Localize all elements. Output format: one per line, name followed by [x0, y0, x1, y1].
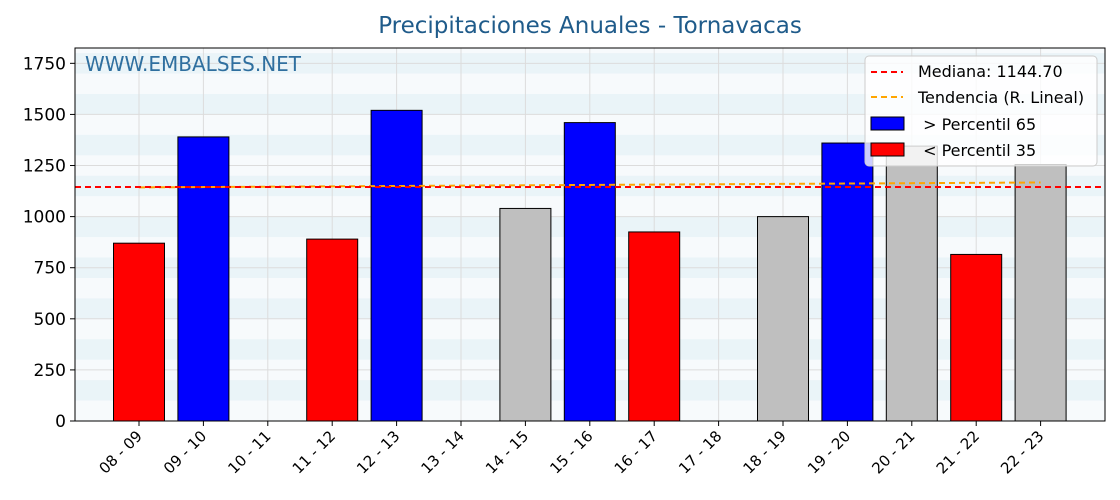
- bar-09-10: [177, 136, 230, 422]
- y-tick-label: 0: [55, 412, 66, 432]
- legend-high-label: > Percentil 65: [918, 115, 1036, 134]
- bar-19-20: [821, 142, 874, 422]
- x-tick-label: 14 - 15: [482, 427, 532, 477]
- bar-20-21: [885, 145, 938, 422]
- bar-11-12: [306, 238, 359, 422]
- x-tick-label: 13 - 14: [418, 427, 468, 477]
- bar-12-13: [370, 109, 423, 422]
- legend-low-label: < Percentil 35: [918, 141, 1036, 160]
- x-tick-label: 08 - 09: [96, 427, 146, 477]
- watermark: WWW.EMBALSES.NET: [85, 52, 302, 76]
- x-tick-label: 11 - 12: [289, 427, 339, 477]
- bar-08-09: [113, 242, 165, 422]
- x-tick-label: 16 - 17: [611, 427, 661, 477]
- x-tick-label: 22 - 23: [997, 427, 1047, 477]
- y-tick-label: 1000: [23, 208, 66, 228]
- legend-box: [864, 55, 1098, 167]
- bar-14-15: [499, 207, 552, 422]
- reference-lines: [75, 181, 1105, 189]
- x-tick-label: 12 - 13: [353, 427, 403, 477]
- legend-trend-label: Tendencia (R. Lineal): [917, 88, 1084, 107]
- x-tick-label: 20 - 21: [868, 427, 918, 477]
- bar-22-23: [1014, 163, 1067, 422]
- y-tick-label: 1250: [23, 157, 66, 177]
- y-tick-label: 750: [34, 259, 66, 279]
- x-axis: 08 - 09 09 - 10 10 - 11 11 - 12 12 - 13 13 - …: [96, 421, 1047, 477]
- x-tick-label: 15 - 16: [546, 427, 596, 477]
- x-tick-label: 21 - 22: [933, 427, 983, 477]
- y-tick-label: 500: [34, 310, 66, 330]
- chart-title: Precipitaciones Anuales - Tornavacas: [378, 13, 802, 39]
- x-tick-label: 10 - 11: [224, 427, 274, 477]
- legend-median-label: Mediana: 1144.70: [918, 62, 1063, 81]
- legend-low-swatch: [870, 142, 905, 157]
- bar-18-19: [757, 216, 809, 422]
- bar-15-16: [563, 122, 616, 422]
- y-tick-label: 250: [34, 361, 66, 381]
- bars: [113, 109, 1067, 422]
- y-tick-label: 1500: [23, 105, 66, 125]
- bar-21-22: [950, 253, 1003, 422]
- y-tick-label: 1750: [23, 54, 66, 74]
- legend-high-swatch: [870, 116, 905, 131]
- bar-16-17: [628, 231, 681, 422]
- legend: Mediana: 1144.70 Tendencia (R. Lineal) >…: [864, 55, 1098, 167]
- y-axis: 0 250 500 750 1000 1250 1500 1750: [23, 54, 75, 432]
- x-tick-label: 18 - 19: [740, 427, 790, 477]
- x-tick-label: 19 - 20: [804, 427, 854, 477]
- x-tick-label: 17 - 18: [675, 427, 725, 477]
- x-tick-label: 09 - 10: [160, 427, 210, 477]
